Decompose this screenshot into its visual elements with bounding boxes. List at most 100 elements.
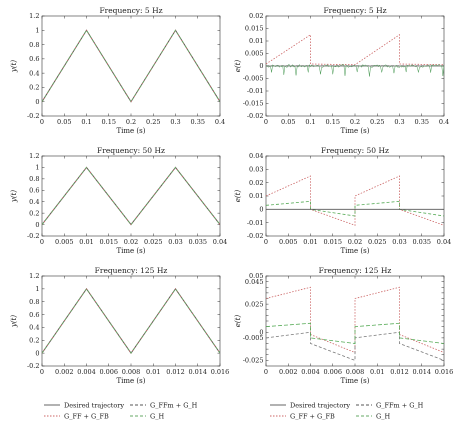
x-tick-label: 0.008 (122, 368, 141, 376)
legend-left: Desired trajectory G_FFm + G_H G_FF + G_FB… (44, 401, 198, 420)
y-tick-label: 1.2 (29, 272, 39, 280)
y-tick-label: 0 (35, 349, 39, 357)
x-tick-label: 0.2 (126, 118, 136, 126)
x-tick-label: 0.005 (279, 238, 298, 246)
y-tick-label: 0.8 (29, 175, 39, 183)
x-axis-label: Time (s) (341, 127, 370, 135)
x-tick-label: 0.005 (55, 238, 74, 246)
series-line-3 (266, 63, 444, 77)
legend-label: G_H (376, 412, 390, 420)
legend-label: G_FFm + G_H (150, 401, 198, 409)
y-tick-label: 0.04 (249, 152, 263, 160)
x-tick-label: 0.01 (79, 238, 93, 246)
series-line-1 (42, 166, 220, 226)
y-tick-label: 0.6 (29, 311, 39, 319)
x-tick-label: 0.04 (437, 238, 451, 246)
series-group (42, 287, 220, 355)
y-tick-label: 0 (259, 62, 263, 70)
series-line-1 (266, 200, 444, 217)
y-tick-label: 0.02 (249, 12, 263, 20)
series-line-2 (42, 166, 220, 226)
y-tick-label: 0.2 (29, 336, 39, 344)
y-tick-label: 0.4 (29, 69, 39, 77)
x-tick-label: 0.15 (102, 118, 116, 126)
x-tick-label: 0 (264, 238, 268, 246)
y-tick-label: -0.025 (243, 357, 264, 365)
panel-title: Frequency: 50 Hz (321, 146, 389, 155)
x-tick-label: 0 (264, 118, 268, 126)
legends: Desired trajectory G_FFm + G_H G_FF + G_FB… (44, 401, 424, 420)
series-line-0 (42, 29, 220, 103)
x-tick-label: 0.016 (435, 368, 454, 376)
series-line-0 (42, 287, 220, 355)
y-tick-label: -0.01 (247, 219, 264, 227)
x-tick-label: 0.03 (392, 238, 406, 246)
y-tick-label: 0 (259, 206, 263, 214)
x-axis-label: Time (s) (117, 247, 146, 255)
panel-title: Frequency: 5 Hz (323, 6, 386, 15)
y-tick-label: 1 (35, 285, 39, 293)
x-tick-label: 0.01 (146, 368, 160, 376)
x-tick-label: 0.4 (439, 118, 449, 126)
y-tick-label: 0.2 (29, 209, 39, 217)
x-tick-label: 0.012 (166, 368, 185, 376)
legend-label: G_FF + G_FB (290, 412, 335, 420)
series-line-0 (42, 166, 220, 226)
y-tick-label: 1 (35, 164, 39, 172)
plot-frame (265, 155, 445, 237)
x-tick-label: 0.35 (191, 118, 205, 126)
x-tick-label: 0.01 (370, 368, 384, 376)
y-tick-label: 0.4 (29, 198, 39, 206)
y-tick-label: 0.02 (249, 179, 263, 187)
legend-label: G_H (150, 412, 164, 420)
y-axis-label: e(t) (234, 190, 242, 203)
x-tick-label: 0.025 (144, 238, 163, 246)
y-tick-label: -0.02 (247, 232, 264, 240)
x-tick-label: 0.25 (370, 118, 384, 126)
legend-label: Desired trajectory (290, 401, 350, 409)
series-group (42, 29, 220, 103)
x-tick-label: 0.3 (170, 118, 180, 126)
x-tick-label: 0.004 (77, 368, 96, 376)
y-tick-label: 1.2 (29, 152, 39, 160)
y-tick-label: -0.2 (27, 232, 40, 240)
y-tick-label: -0.2 (27, 362, 40, 370)
x-tick-label: 0.1 (81, 118, 91, 126)
legend-right: Desired trajectory G_FFm + G_H G_FF + G_FB… (270, 401, 424, 420)
chart-panel-2: 0 0.005 0.01 0.015 0.02 0.025 0.03 0.035 0.04 -0.… (10, 146, 227, 255)
x-tick-label: 0.02 (348, 238, 362, 246)
x-axis-label: Time (s) (341, 377, 370, 385)
chart-panels: 0 0.05 0.1 0.15 0.2 0.25 0.3 0.35 0.4-0.200.20.4… (10, 6, 453, 385)
x-tick-label: 0.014 (412, 368, 431, 376)
y-tick-label: -0.02 (247, 112, 264, 120)
y-tick-label: 0.05 (249, 272, 263, 280)
x-tick-label: 0.35 (415, 118, 429, 126)
x-tick-label: 0 (40, 368, 44, 376)
series-line-2 (42, 29, 220, 103)
panel-title: Frequency: 125 Hz (95, 266, 168, 275)
x-tick-label: 0.4 (215, 118, 225, 126)
chart-panel-5: 0 0.002 0.004 0.006 0.008 0.01 0.012 0.014 0.016… (234, 266, 453, 385)
x-tick-label: 0.035 (412, 238, 431, 246)
x-tick-label: 0.002 (279, 368, 298, 376)
series-line-1 (42, 288, 220, 354)
x-tick-label: 0.05 (281, 118, 295, 126)
series-group (266, 175, 444, 226)
x-tick-label: 0.2 (350, 118, 360, 126)
y-tick-label: 0.045 (245, 278, 264, 286)
y-tick-label: 0.8 (29, 41, 39, 49)
panel-title: Frequency: 50 Hz (97, 146, 165, 155)
series-line-0 (266, 175, 444, 226)
y-tick-label: -0.005 (243, 334, 264, 342)
panel-title: Frequency: 125 Hz (319, 266, 392, 275)
y-tick-label: 0 (35, 221, 39, 229)
x-tick-label: 0.015 (99, 238, 118, 246)
chart-panel-0: 0 0.05 0.1 0.15 0.2 0.25 0.3 0.35 0.4-0.200.20.4… (10, 6, 225, 135)
x-axis-label: Time (s) (341, 247, 370, 255)
y-tick-label: 0 (35, 98, 39, 106)
x-tick-label: 0.25 (146, 118, 160, 126)
y-tick-label: 0 (259, 328, 263, 336)
y-tick-label: 0.8 (29, 298, 39, 306)
x-axis-label: Time (s) (117, 377, 146, 385)
x-tick-label: 0.006 (99, 368, 118, 376)
